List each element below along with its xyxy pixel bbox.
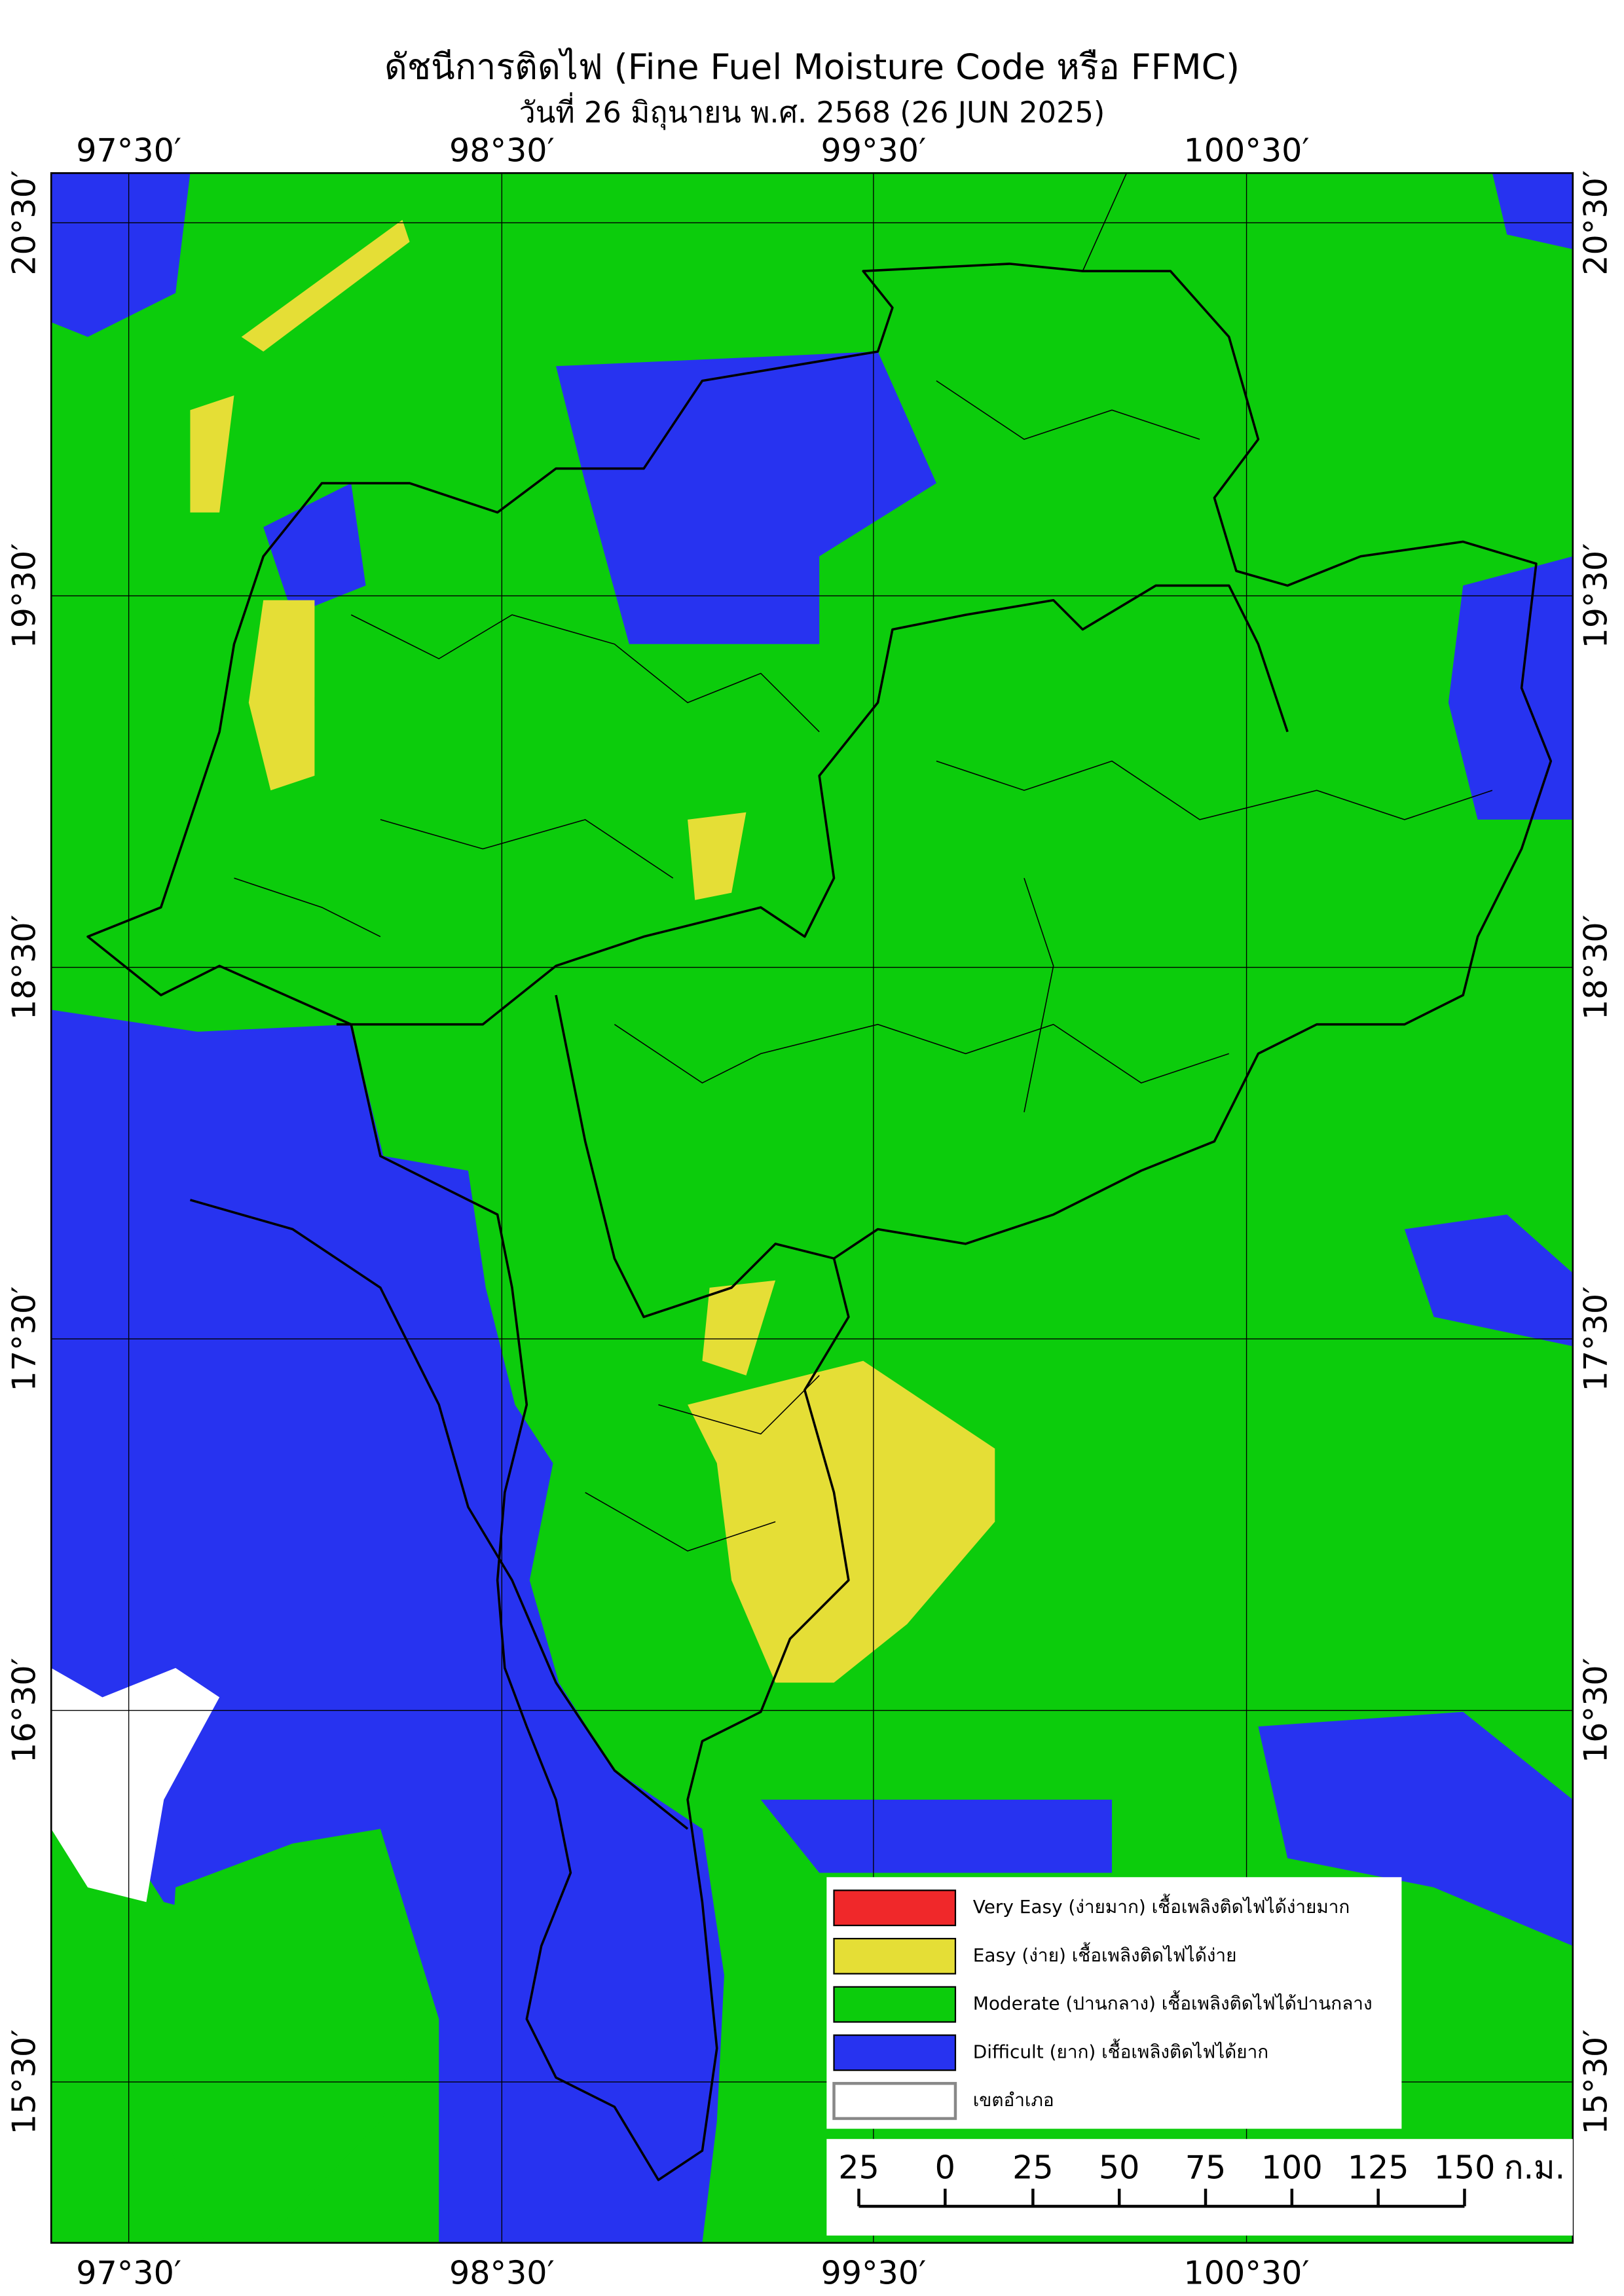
province-boundary [336,584,1289,1026]
latitude-label: 17°30′ [1576,1286,1614,1392]
difficult-area [1258,1711,1573,1946]
latitude-labels: 20°30′ 20°30′ 19°30′ 19°30′ 18°30′ 18°30′ 17°3… [5,170,1615,2135]
legend-label: Difficult (ยาก) เชื้อเพลิงติดไฟได้ยาก [973,2038,1268,2062]
difficult-area [51,1010,724,2243]
district-boundary [234,380,1493,1552]
scale-label: 0 [935,2149,955,2187]
sea [51,1667,220,1903]
latitude-label: 16°30′ [5,1658,43,1763]
scale-label: 125 [1348,2149,1409,2187]
difficult-area [1404,1214,1573,1347]
legend-swatch [833,1986,957,2023]
map-frame [50,172,1574,2244]
latitude-label: 19°30′ [1576,543,1614,649]
difficult-area [51,173,191,337]
latitude-label: 17°30′ [5,1286,43,1392]
longitude-label: 98°30′ [449,2253,555,2291]
longitude-label: 98°30′ [449,132,555,170]
legend-swatch [833,1889,957,1927]
subtitle: วันที่ 26 มิถุนายน พ.ศ. 2568 (26 JUN 202… [519,92,1105,130]
scale-label: 75 [1185,2149,1227,2187]
scale-label: 50 [1099,2149,1140,2187]
scale-label: 100 [1261,2149,1323,2187]
scale-label: 25 [838,2149,879,2187]
latitude-label: 18°30′ [5,915,43,1020]
legend-swatch [832,2082,957,2121]
longitude-label: 100°30′ [1184,132,1310,170]
difficult-area [1448,556,1573,820]
legend-label: Very Easy (ง่ายมาก) เชื้อเพลิงติดไฟได้ง่… [973,1893,1350,1918]
easy-area [241,219,410,352]
easy-area [688,812,747,900]
province-boundary [86,263,1553,2181]
longitude-labels: 97°30′ 97°30′ 98°30′ 98°30′ 99°30′ 99°30′ 100°… [76,132,1309,2292]
longitude-label: 99°30′ [821,2253,926,2291]
scale-label: 25 [1012,2149,1054,2187]
title: ดัชนีการติดไฟ (Fine Fuel Moisture Code ห… [384,46,1240,87]
latitude-label: 19°30′ [5,543,43,649]
easy-area [190,395,234,513]
latitude-label: 15°30′ [1576,2030,1614,2135]
scale-unit: ก.ม. [1504,2149,1565,2187]
scale-bar-labels: 25 0 25 50 75 100 125 150 [838,2149,1495,2206]
longitude-label: 100°30′ [1184,2253,1310,2291]
difficult-area [760,1799,1113,1873]
easy-area [688,1360,995,1683]
latitude-label: 15°30′ [5,2030,43,2135]
latitude-label: 20°30′ [1576,170,1614,276]
scale-bar [826,2139,1573,2236]
province-boundary [189,1199,689,1830]
map-area [51,173,1573,2243]
legend-label: เขตอำเภอ [973,2089,1054,2111]
province-boundary [555,994,834,1319]
moderate-area [160,1829,439,2243]
district-boundary [1082,173,1128,272]
legend-label: Moderate (ปานกลาง) เชื้อเพลิงติดไฟได้ปาน… [973,1990,1373,2014]
difficult-area [263,483,366,615]
longitude-label: 99°30′ [821,132,926,170]
legend-swatch [833,1937,957,1975]
legend-label: Easy (ง่าย) เชื้อเพลิงติดไฟได้ง่าย [973,1942,1237,1966]
longitude-label: 97°30′ [76,132,181,170]
boundaries [86,173,1553,2181]
easy-area [702,1280,776,1376]
difficult-area [1492,173,1573,249]
longitude-label: 97°30′ [76,2253,181,2291]
latitude-label: 16°30′ [1576,1658,1614,1763]
legend-swatch [833,2034,957,2071]
latitude-label: 20°30′ [5,170,43,276]
easy-area [248,600,315,791]
legend-items: Very Easy (ง่ายมาก) เชื้อเพลิงติดไฟได้ง่… [832,1889,1373,2121]
difficult-area [556,351,936,644]
latitude-label: 18°30′ [1576,915,1614,1020]
scale-label: 150 [1434,2149,1496,2187]
